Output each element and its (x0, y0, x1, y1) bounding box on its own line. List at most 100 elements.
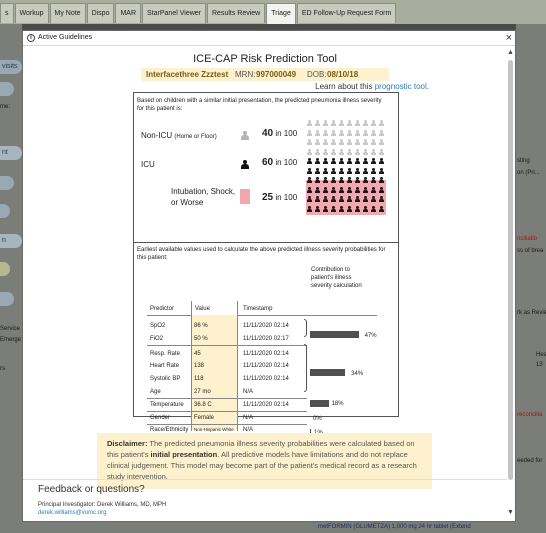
row-divider (147, 398, 307, 399)
person-black-icon (346, 177, 354, 183)
predictor-value: Female (194, 415, 215, 421)
predictor-value: 50 % (194, 336, 208, 342)
icu-value: 60 in 100 (262, 157, 297, 168)
tab-8[interactable]: ED Follow-Up Request Form (296, 3, 397, 23)
row-divider (147, 345, 307, 346)
modal-header: i Active Guidelines × (23, 31, 515, 46)
tab-2[interactable]: My Note (49, 3, 86, 23)
earliest-values-text: Earliest available values used to calcul… (137, 247, 386, 261)
non-icu-text: Non-ICU (141, 131, 173, 140)
col-header-value: Value (195, 306, 210, 312)
person-gray-icon (362, 120, 370, 126)
brace-vitals (304, 344, 307, 392)
disclaimer-text-2: . All predictive models have limitations… (107, 450, 417, 481)
prediction-panel: Based on children with a similar initial… (133, 92, 399, 460)
predictor-value: 36.8 C (194, 402, 212, 408)
tab-4[interactable]: MAR (115, 3, 142, 23)
person-gray-icon (306, 148, 314, 155)
background-right-text: nciliatio (517, 236, 538, 242)
scroll-up-icon[interactable]: ▲ (507, 49, 514, 56)
person-black-icon (322, 205, 330, 212)
brace-oxygen (304, 319, 307, 337)
prognostic-tool-link[interactable]: prognostic tool (374, 82, 427, 91)
value-column-rule (237, 301, 238, 431)
background-left-text: Service (0, 326, 21, 332)
person-black-icon (370, 177, 378, 183)
predictor-timestamp: 11/11/2020 02:17 (243, 336, 289, 342)
person-black-icon (378, 177, 386, 183)
background-pill (0, 82, 14, 96)
person-gray-icon (314, 139, 322, 145)
tab-1[interactable]: Workup (14, 3, 49, 23)
person-black-icon (370, 167, 378, 174)
tool-title: ICE-CAP Risk Prediction Tool (193, 53, 337, 65)
background-pill (0, 292, 14, 306)
contribution-bar (310, 369, 346, 376)
tab-7[interactable]: Triage (266, 3, 296, 24)
background-pill (0, 176, 14, 190)
person-gray-icon (338, 139, 346, 145)
person-gray-icon (241, 131, 249, 140)
person-black-icon (346, 205, 354, 212)
person-gray-icon (322, 120, 330, 126)
principal-investigator: Principal Investigator: Derek Williams, … (38, 502, 167, 508)
person-black-icon (322, 167, 330, 174)
disclaimer-bold-2: initial presentation (150, 450, 218, 459)
scroll-thumb[interactable] (508, 60, 513, 480)
modal-content: ICE-CAP Risk Prediction Tool Interfaceth… (23, 47, 507, 489)
modal-scrollbar[interactable]: ▲ ▼ (507, 48, 514, 518)
person-black-icon (314, 196, 322, 202)
person-black-icon (370, 186, 378, 193)
person-black-icon (338, 186, 346, 193)
background-right-text: ss of brea (517, 248, 544, 254)
tab-5[interactable]: StarPanel Viewer (142, 3, 206, 23)
outcome-non-icu-label: Non-ICU (Home or Floor) (141, 130, 217, 143)
person-gray-icon (378, 120, 386, 126)
pink-square-icon (240, 189, 250, 204)
non-icu-unit: in 100 (275, 129, 298, 138)
dob-label: DOB: (307, 70, 327, 79)
background-right-text: on (Pri... (517, 170, 540, 176)
tab-6[interactable]: Results Review (207, 3, 266, 23)
person-gray-icon (370, 120, 378, 126)
background-right-text: rk as Revie (517, 310, 546, 316)
tab-0[interactable]: s (0, 3, 14, 23)
person-black-icon (378, 196, 386, 202)
person-gray-icon (322, 139, 330, 145)
icu-count: 60 (262, 157, 274, 168)
person-black-icon (354, 158, 362, 164)
panel-divider (134, 242, 398, 243)
person-black-icon (330, 158, 338, 164)
predictor-name: Age (150, 389, 161, 395)
predictor-name: Resp. Rate (150, 351, 181, 357)
predictor-name: Heart Rate (150, 363, 180, 369)
tab-3[interactable]: Dispo (86, 3, 115, 23)
person-black-icon (378, 186, 386, 193)
person-gray-icon (314, 129, 322, 136)
close-button[interactable]: × (505, 32, 512, 44)
tab-bar: s Workup My Note Dispo MAR StarPanel Viewer Re… (0, 0, 546, 24)
background-pill: nt (0, 146, 22, 160)
predictor-timestamp: N/A (243, 427, 254, 433)
person-black-icon (338, 205, 346, 212)
person-black-icon (362, 167, 370, 174)
intubation-unit: in 100 (275, 193, 298, 202)
background-pill: n (0, 234, 22, 248)
pictograph-grid (306, 119, 386, 215)
person-gray-icon (346, 139, 354, 145)
active-guidelines-modal: i Active Guidelines × ▲ ▼ ICE-CAP Risk P… (22, 30, 516, 522)
person-black-icon (370, 196, 378, 202)
person-black-icon (241, 160, 249, 169)
disclaimer-text-1: The predicted pneumonia illness severity… (107, 439, 415, 459)
person-gray-icon (330, 139, 338, 145)
person-black-icon (362, 186, 370, 193)
row-divider (147, 424, 307, 425)
investigator-email-link[interactable]: derek.williams@vumc.org (38, 510, 107, 516)
row-divider (147, 411, 307, 412)
scroll-down-icon[interactable]: ▼ (507, 509, 514, 516)
table-header-rule (147, 315, 377, 316)
intro-text: Based on children with a similar initial… (137, 98, 382, 112)
person-black-icon (378, 158, 386, 164)
dob-value: 08/10/18 (327, 70, 359, 79)
person-gray-icon (362, 148, 370, 155)
